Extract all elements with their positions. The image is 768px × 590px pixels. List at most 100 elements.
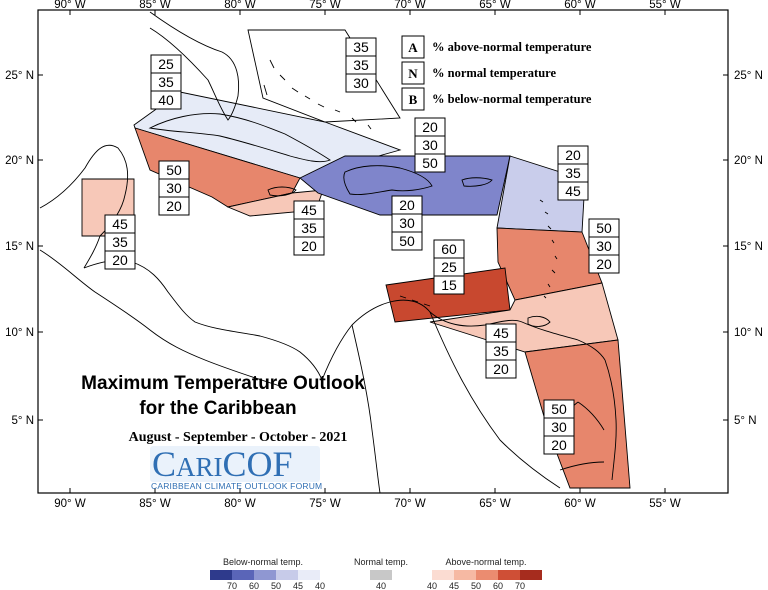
x-tick-top: 65° W (479, 0, 511, 11)
key-letter-b: B (409, 92, 418, 107)
south-america-interior (604, 359, 617, 481)
key-box-b (401, 87, 425, 111)
key-letter-a: A (408, 40, 418, 55)
bottom-ticks (69, 488, 666, 493)
x-tick-bottom: 55° W (649, 498, 681, 510)
legend-below-ticks: 70 60 50 45 40 (227, 581, 325, 590)
prob-normal: 35 (112, 234, 128, 250)
zone-bahamas (247, 29, 401, 123)
prob-below: 20 (551, 437, 567, 453)
key-text-normal: % normal temperature (432, 66, 556, 80)
prob-below: 40 (158, 92, 174, 108)
bahamas-islands (263, 59, 372, 130)
prob-below: 15 (441, 277, 457, 293)
y-tick-left: 20° N (5, 155, 34, 167)
x-tick-bottom: 85° W (139, 498, 171, 510)
florida-coast (149, 11, 240, 121)
prob-normal: 30 (166, 180, 182, 196)
logo-backdrop (150, 446, 320, 482)
key-box-n (401, 61, 425, 85)
y-tick-right: 5° N (734, 415, 757, 427)
color-legend: Below-normal temp. Normal temp. Above-no… (210, 557, 542, 590)
prob-below: 50 (422, 155, 438, 171)
prob-stack-jamaica: 45 35 20 (293, 200, 325, 256)
probability-key: A N B % above-normal temperature % norma… (401, 35, 592, 111)
prob-normal: 35 (493, 343, 509, 359)
puerto-rico-island (461, 177, 493, 187)
jamaica-island (267, 186, 297, 197)
legend-swatch (232, 570, 254, 580)
legend-above-ticks: 40 45 50 60 70 (427, 581, 525, 590)
legend-swatch (370, 570, 392, 580)
prob-above: 50 (166, 162, 182, 178)
prob-normal: 35 (353, 57, 369, 73)
prob-below: 20 (112, 252, 128, 268)
legend-tick: 45 (449, 581, 459, 590)
prob-above: 45 (112, 216, 128, 232)
y-tick-left: 5° N (12, 415, 35, 427)
key-box-a (401, 35, 425, 59)
x-tick-bottom: 60° W (564, 498, 596, 510)
y-tick-left: 25° N (5, 70, 34, 82)
logo-tagline: CARIBBEAN CLIMATE OUTLOOK FORUM (151, 481, 322, 491)
x-tick-top: 55° W (649, 0, 681, 11)
legend-below-swatches (210, 570, 320, 580)
top-ticks (69, 10, 666, 15)
x-tick-top: 90° W (54, 0, 86, 11)
prob-above: 20 (399, 197, 415, 213)
title-block: Maximum Temperature Outlook for the Cari… (81, 373, 365, 445)
legend-tick: 40 (427, 581, 437, 590)
y-tick-labels-left: 25° N 20° N 15° N 10° N 5° N (5, 70, 34, 427)
y-tick-right: 25° N (734, 70, 763, 82)
probability-labels: 35 35 30 25 35 40 50 30 20 45 35 20 45 3… (104, 37, 620, 455)
legend-swatch (498, 570, 520, 580)
x-tick-bottom: 80° W (224, 498, 256, 510)
prob-below: 20 (301, 238, 317, 254)
zone-greater-antilles-east (299, 155, 511, 216)
legend-tick: 45 (293, 581, 303, 590)
prob-above: 45 (493, 325, 509, 341)
map-title: Maximum Temperature Outlook (81, 373, 365, 394)
prob-stack-abc: 60 25 15 (433, 239, 465, 295)
tick-marks (38, 10, 728, 493)
legend-tick: 70 (515, 581, 525, 590)
x-tick-top: 80° W (224, 0, 256, 11)
legend-swatch (520, 570, 542, 580)
prob-normal: 30 (422, 137, 438, 153)
colombia-coast (321, 299, 606, 381)
legend-tick: 60 (493, 581, 503, 590)
x-tick-top: 75° W (309, 0, 341, 11)
abc-islands-shapes (399, 295, 431, 307)
y-tick-left: 10° N (5, 327, 34, 339)
key-text-below: % below-normal temperature (432, 92, 592, 106)
legend-above-title: Above-normal temp. (445, 557, 526, 567)
x-tick-bottom: 90° W (54, 498, 86, 510)
period-subtitle: August - September - October - 2021 (129, 430, 348, 445)
trinidad-island (527, 315, 551, 327)
prob-stack-leeward-north: 20 35 45 (557, 145, 589, 201)
lesser-antilles-chain (539, 199, 558, 299)
yucatan-coast (39, 144, 129, 269)
x-tick-bottom: 70° W (394, 498, 426, 510)
legend-swatch (254, 570, 276, 580)
legend-swatch (454, 570, 476, 580)
prob-stack-bahamas: 35 35 30 (345, 37, 377, 93)
prob-normal: 30 (551, 419, 567, 435)
prob-normal: 30 (596, 238, 612, 254)
prob-above: 25 (158, 56, 174, 72)
legend-tick: 50 (271, 581, 281, 590)
prob-above: 35 (353, 39, 369, 55)
x-tick-top: 60° W (564, 0, 596, 11)
y-tick-right: 15° N (734, 241, 763, 253)
legend-normal-swatches (370, 570, 392, 580)
legend-tick: 40 (376, 581, 386, 590)
legend-tick: 60 (249, 581, 259, 590)
forecast-zones (81, 29, 631, 489)
right-ticks (723, 74, 728, 421)
prob-stack-hispaniola-south: 20 30 50 (391, 195, 423, 251)
legend-above-swatches (432, 570, 542, 580)
legend-normal-ticks: 40 (376, 581, 386, 590)
prob-above: 50 (551, 401, 567, 417)
prob-normal: 35 (565, 165, 581, 181)
legend-tick: 50 (471, 581, 481, 590)
